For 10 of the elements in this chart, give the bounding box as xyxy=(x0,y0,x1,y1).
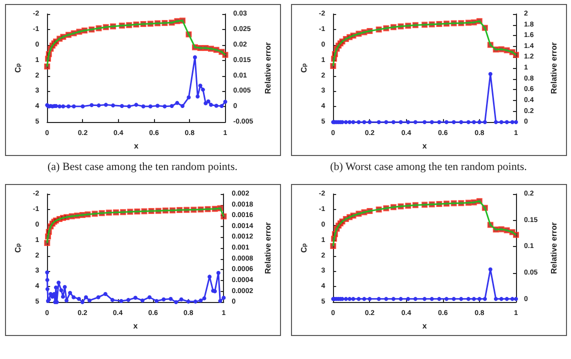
x-axis-title: x xyxy=(422,142,428,150)
y2-axis-title: Relative error xyxy=(264,222,272,274)
text: (a) Best case among the ten random points. xyxy=(46,161,238,173)
x-axis-title: x xyxy=(133,322,138,330)
x-axis-title: x xyxy=(422,322,428,330)
y2-axis-title: Relative error xyxy=(264,42,272,94)
y2-axis-title: Relative error xyxy=(550,222,558,274)
y2-axis-title: Relative error xyxy=(550,42,558,94)
text: (b) Worst case among the ten random points. xyxy=(329,161,528,173)
x-axis-title: x xyxy=(134,142,139,150)
